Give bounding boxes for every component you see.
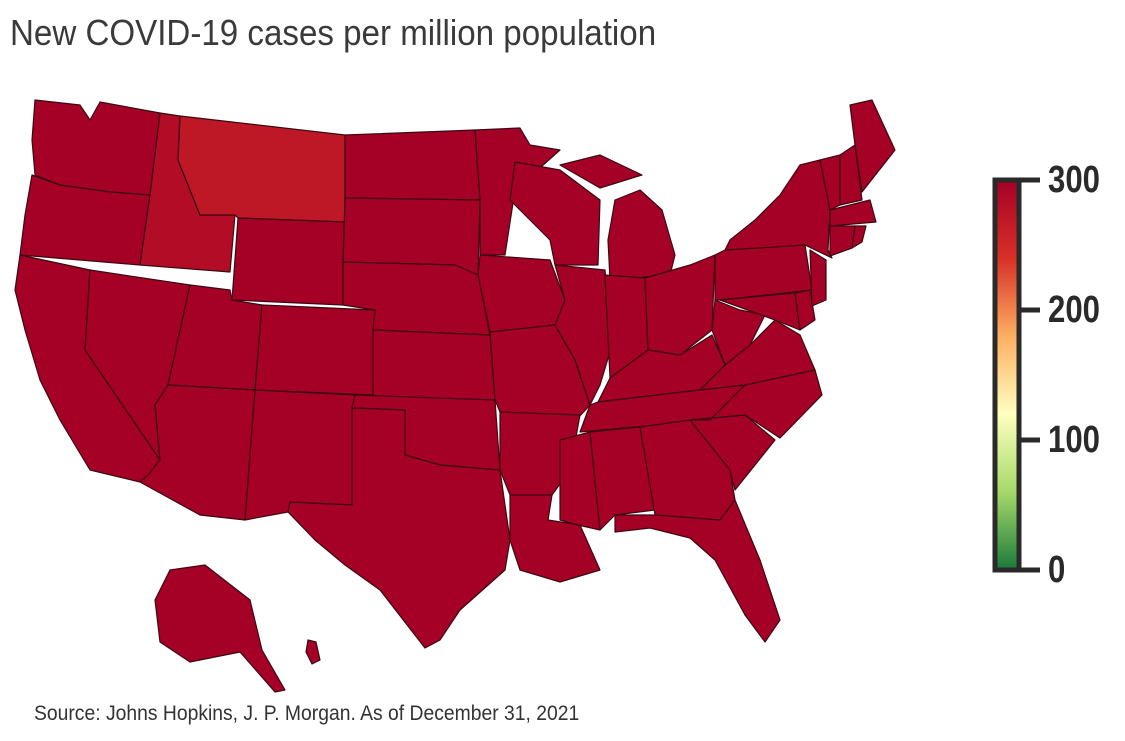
state-delaware (794, 289, 816, 331)
state-iowa (477, 254, 566, 333)
state-hawaii (305, 639, 321, 665)
state-north-dakota (344, 129, 481, 201)
colorbar-tick-label: 100 (1048, 419, 1100, 461)
state-massachusetts (829, 199, 877, 227)
colorbar-tick-label: 300 (1048, 159, 1100, 201)
state-louisiana (509, 494, 601, 583)
state-montana (177, 115, 346, 223)
state-kansas (372, 329, 496, 401)
state-mississippi (559, 431, 601, 531)
state-alabama (589, 426, 656, 531)
state-wyoming (231, 217, 346, 306)
state-rhode-island (851, 225, 867, 249)
state-connecticut (829, 225, 856, 257)
colorbar-gradient (992, 177, 1022, 573)
state-maine (849, 99, 896, 193)
state-alaska (154, 564, 286, 693)
colorbar-tick-label: 0 (1048, 549, 1066, 591)
state-texas (287, 407, 511, 649)
state-wisconsin (509, 161, 601, 266)
source-note: Source: Johns Hopkins, J. P. Morgan. As … (34, 702, 580, 725)
state-michigan (607, 189, 676, 281)
colorbar (992, 177, 1040, 573)
state-new-jersey (809, 249, 827, 307)
state-new-york (724, 159, 833, 259)
states-layer (14, 99, 896, 693)
state-pennsylvania (714, 244, 813, 301)
state-michigan-upper (559, 154, 643, 189)
state-washington (31, 99, 161, 196)
state-new-mexico (244, 389, 356, 521)
state-florida (614, 499, 781, 643)
state-colorado (254, 304, 376, 396)
state-new-hampshire (839, 144, 863, 206)
map-title: New COVID-19 cases per million populatio… (10, 12, 657, 53)
colorbar-tick-label: 200 (1048, 289, 1100, 331)
